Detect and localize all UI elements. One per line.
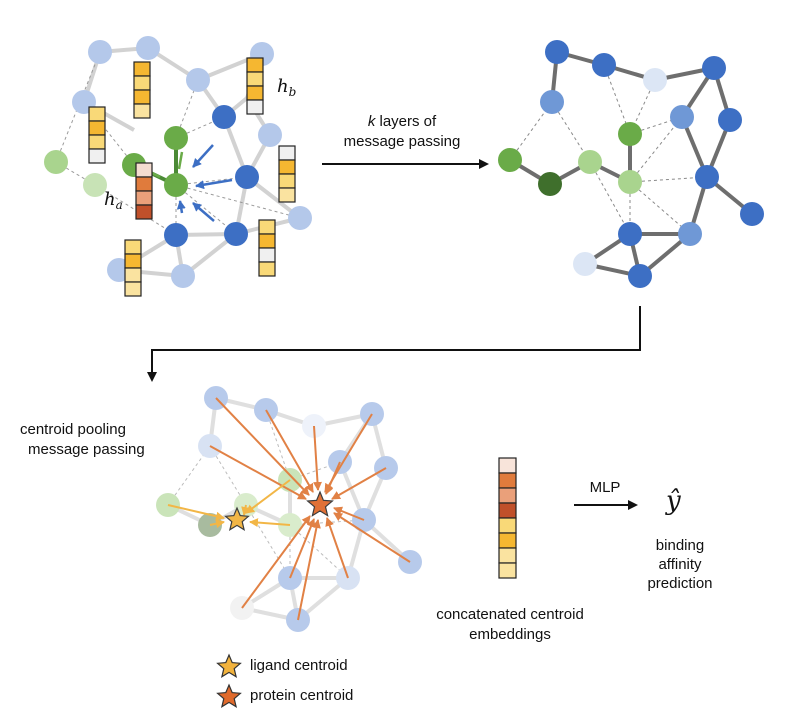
prediction-label: prediction (647, 575, 713, 592)
embeddings-label: embeddings (469, 626, 551, 643)
legend-protein-label: protein centroid (250, 687, 354, 704)
pooling-connector-arrow (147, 306, 641, 382)
centroid-pooling-label: centroid pooling (20, 421, 126, 438)
k-layers-label: k layers of (367, 113, 437, 130)
y-hat-label: ŷ (666, 486, 681, 516)
centroid-message-passing-label: message passing (28, 441, 145, 458)
mlp-label: MLP (589, 479, 621, 496)
ligand-centroid-star (224, 506, 250, 531)
legend-protein-star (216, 683, 242, 708)
legend-ligand-label: ligand centroid (250, 657, 348, 674)
message-passing-label: message passing (343, 133, 461, 150)
centroid-graph (156, 386, 422, 632)
legend-ligand-star (216, 653, 242, 678)
concatenated-embedding-vector (498, 457, 517, 579)
binding-label: binding (655, 537, 705, 554)
input-graph (44, 36, 312, 297)
affinity-label: affinity (658, 556, 702, 573)
updated-graph (498, 40, 764, 288)
concatenated-embeddings-label: concatenated centroid (436, 606, 584, 623)
h-b-label: hb (277, 76, 297, 100)
protein-centroid-star (306, 490, 334, 517)
h-a-label: ha (104, 189, 123, 213)
